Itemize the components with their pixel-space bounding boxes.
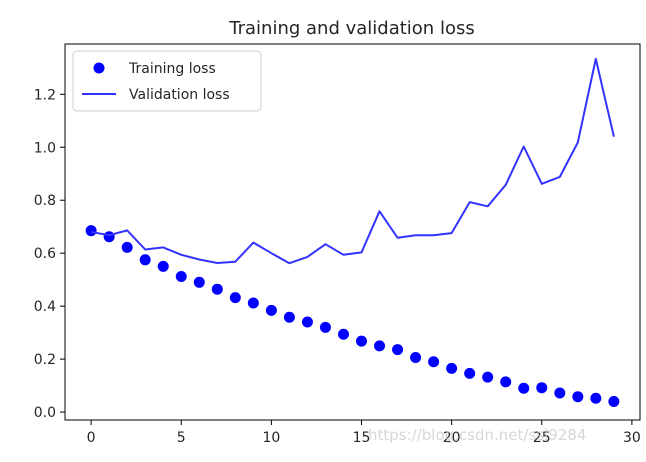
training-loss-point [283, 311, 295, 323]
x-tick-label: 0 [87, 430, 96, 446]
training-loss-point [446, 362, 458, 374]
chart-title: Training and validation loss [228, 18, 474, 39]
y-tick-label: 0.4 [34, 299, 56, 315]
axes-frame [64, 43, 641, 421]
training-loss-point [464, 367, 476, 379]
training-loss-point [121, 241, 133, 253]
training-loss-point [608, 395, 620, 407]
y-tick-label: 1.2 [34, 87, 56, 103]
training-loss-point [301, 316, 313, 328]
legend-box [72, 50, 262, 112]
training-loss-point [392, 344, 404, 356]
training-loss-point [229, 292, 241, 304]
training-loss-point [337, 328, 349, 340]
x-tick-label: 10 [262, 430, 280, 446]
training-loss-point [374, 340, 386, 352]
training-loss-point [356, 335, 368, 347]
training-loss-point [157, 260, 169, 272]
training-loss-point [572, 391, 584, 403]
training-loss-point [139, 254, 151, 266]
training-loss-point [265, 304, 277, 316]
legend-training-dot-marker [93, 62, 105, 74]
axes: 0 5 10 15 20 25 30 0.0 0.2 0.4 0.6 0.8 1.0 1.2 [34, 43, 641, 446]
watermark-text: https://blog.csdn.net/ssl9284 [368, 426, 587, 444]
y-tick-label: 0.6 [34, 246, 56, 262]
x-tick-label: 25 [533, 430, 551, 446]
training-loss-point [247, 297, 259, 309]
training-loss-point [428, 356, 440, 368]
training-loss-point [211, 283, 223, 295]
training-loss-point [590, 392, 602, 404]
legend-entry-label: Validation loss [129, 87, 230, 103]
training-loss-point [85, 225, 97, 237]
x-tick-label: 15 [353, 430, 371, 446]
training-loss-point [554, 387, 566, 399]
y-tick-label: 0.2 [34, 352, 56, 368]
validation-loss-line [90, 57, 615, 265]
training-loss-point [103, 231, 115, 243]
training-loss-point [193, 276, 205, 288]
x-tick-label: 20 [443, 430, 461, 446]
training-loss-point [175, 270, 187, 282]
training-loss-point [482, 371, 494, 383]
y-tick-label: 0.8 [34, 193, 56, 209]
training-loss-point [500, 376, 512, 388]
legend: Training loss Validation loss [72, 50, 262, 112]
y-tick-label: 0.0 [34, 405, 56, 421]
plot-area [85, 57, 620, 407]
x-tick-label: 5 [177, 430, 186, 446]
training-loss-point [536, 382, 548, 394]
training-loss-point [518, 382, 530, 394]
training-loss-point [319, 321, 331, 333]
training-loss-point [410, 352, 422, 364]
y-tick-label: 1.0 [34, 140, 56, 156]
x-tick-label: 30 [623, 430, 641, 446]
legend-entry-label: Training loss [128, 61, 216, 77]
